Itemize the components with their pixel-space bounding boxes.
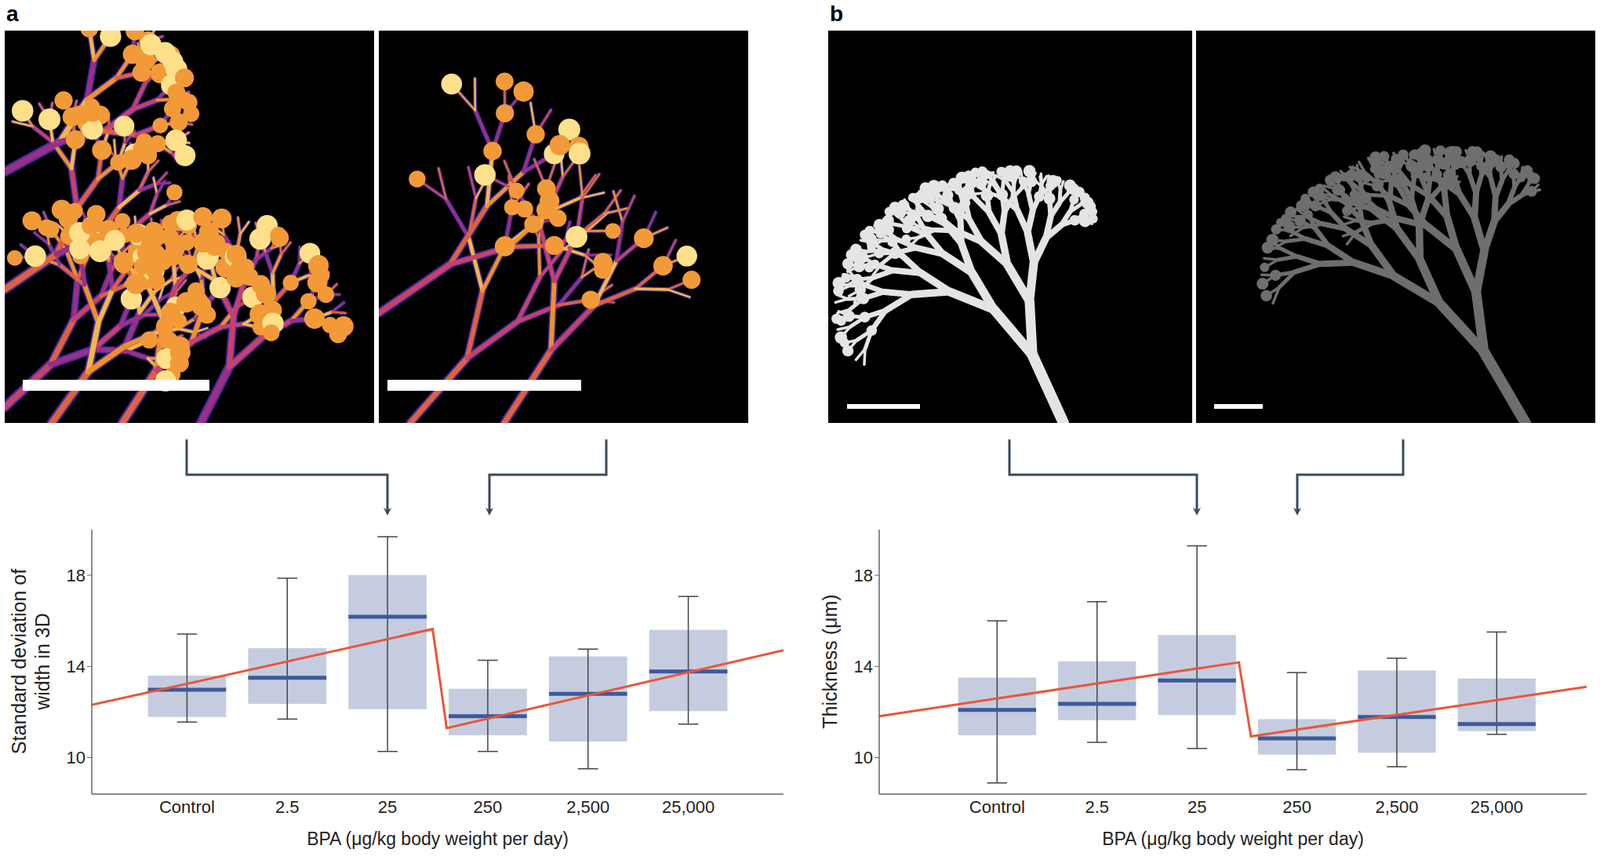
html-text:b: b (829, 1, 844, 26)
svg-text:2.5: 2.5 (1084, 796, 1110, 817)
svg-text:10: 10 (854, 747, 873, 768)
svg-text:25,000: 25,000 (661, 796, 715, 817)
svg-text:250: 250 (473, 796, 503, 817)
svg-text:2,500: 2,500 (566, 796, 610, 817)
html-text:a: a (6, 1, 19, 26)
svg-text:18: 18 (854, 565, 873, 586)
svg-text:2,500: 2,500 (1374, 796, 1419, 817)
svg-text:250: 250 (1282, 796, 1312, 817)
svg-text:Control: Control (969, 796, 1026, 817)
svg-text:25: 25 (1187, 796, 1207, 817)
svg-text:18: 18 (66, 565, 86, 586)
html-text:Standard deviation of width in: Standard deviation of width in 3D (7, 568, 53, 754)
svg-text:25: 25 (378, 796, 397, 817)
svg-text:Control: Control (159, 796, 215, 817)
html-text:BPA (μg/kg body weight per day: BPA (μg/kg body weight per day) (306, 828, 569, 849)
svg-text:14: 14 (66, 656, 86, 677)
svg-text:14: 14 (854, 656, 873, 677)
html-text:Thickness (μm): Thickness (μm) (818, 593, 841, 729)
svg-text:10: 10 (66, 747, 86, 768)
svg-text:25,000: 25,000 (1470, 796, 1524, 817)
html-text:BPA (μg/kg body weight per day: BPA (μg/kg body weight per day) (1102, 828, 1364, 849)
svg-text:2.5: 2.5 (275, 796, 300, 817)
